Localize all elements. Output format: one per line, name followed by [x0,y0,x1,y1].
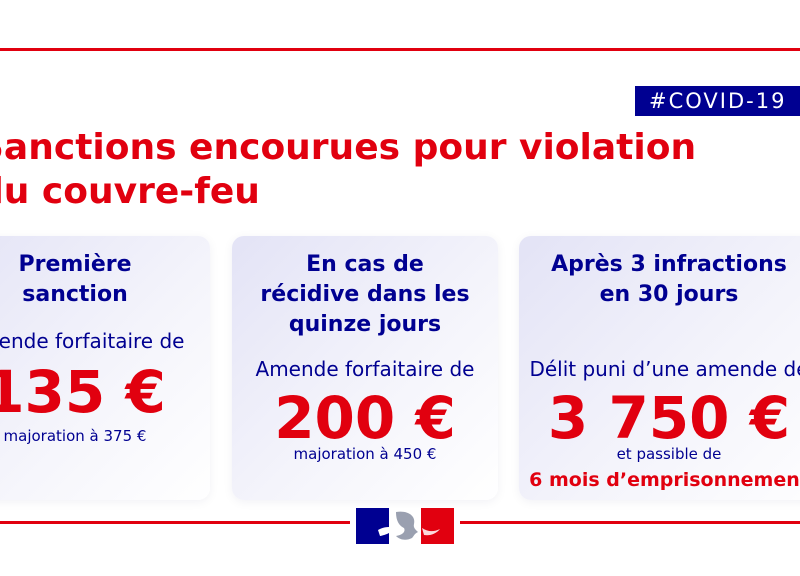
fine-amount: 135 € [0,358,166,426]
sanction-card-repeat: En cas de récidive dans les quinze jours… [232,236,498,500]
surcharge-note: majoration à 375 € [3,427,147,445]
prison-sentence: 6 mois d’emprisonnement [529,469,800,491]
card-heading-line: quinze jours [288,312,442,337]
surcharge-note: majoration à 450 € [293,445,437,463]
title-line-2: du couvre-feu [0,171,260,212]
prison-intro-text: et passible de [616,445,722,463]
sanction-card-offence: Après 3 infractions en 30 jours Délit pu… [519,236,800,500]
card-heading: Après 3 infractions en 30 jours [489,250,800,310]
fine-lead-text: Amende forfaitaire de [255,357,475,381]
card-heading: En cas de récidive dans les quinze jours [232,250,498,340]
sanction-card-first: Première sanction Amende forfaitaire de … [0,236,210,500]
page-title: Sanctions encourues pour violation du co… [0,126,696,214]
card-heading-line: Première [18,252,132,277]
card-heading-line: en 30 jours [599,282,739,307]
marianne-logo [350,508,460,544]
title-line-1: Sanctions encourues pour violation [0,127,697,168]
fine-amount: 200 € [274,384,456,452]
fine-lead-text: Délit puni d’une amende de [529,357,800,381]
card-heading-line: récidive dans les [260,282,470,307]
fine-amount: 3 750 € [547,384,791,452]
card-heading-line: En cas de [306,252,424,277]
card-heading-line: sanction [22,282,128,307]
top-divider [0,48,800,51]
marianne-icon [356,508,454,544]
hashtag-badge: #COVID-19 [635,86,800,116]
fine-lead-text: Amende forfaitaire de [0,329,185,353]
card-heading-line: Après 3 infractions [551,252,787,277]
card-heading: Première sanction [0,250,210,310]
